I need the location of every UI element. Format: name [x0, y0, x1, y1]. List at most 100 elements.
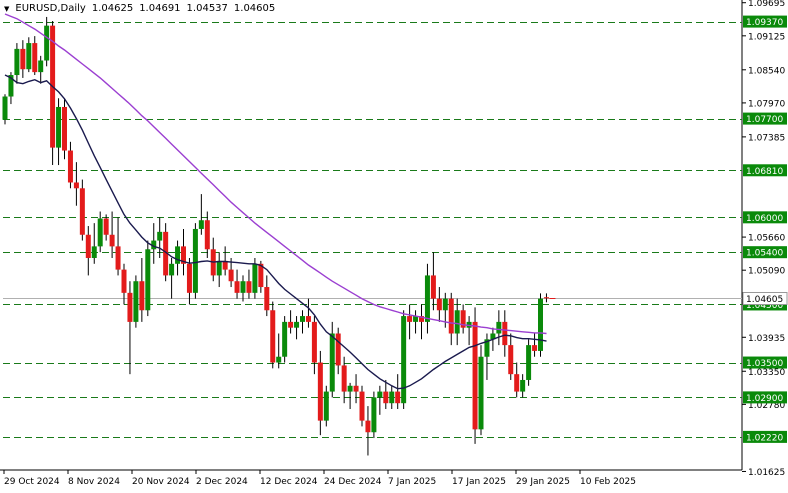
candle-body: [228, 269, 234, 282]
candle-body: [300, 316, 305, 322]
y-tick-label: 1.03350: [748, 368, 785, 378]
level-tag: [743, 246, 787, 259]
chart-title: ▼ EURUSD,Daily 1.04625 1.04691 1.04537 1…: [4, 3, 275, 14]
level-tag: [743, 15, 787, 28]
candle-body: [32, 43, 38, 73]
y-tick-label: 1.09695: [748, 0, 785, 9]
y-tick-label: 1.09125: [748, 32, 785, 42]
level-tag-label: 1.06000: [746, 214, 783, 224]
candle-body: [181, 246, 186, 264]
x-tick-label: 29 Jan 2025: [516, 477, 570, 487]
candle-body: [151, 240, 157, 250]
candle-body: [133, 281, 139, 322]
candle-body: [62, 106, 67, 151]
candle-body: [526, 345, 532, 380]
candle-body: [8, 75, 14, 97]
current-price-label: 1.04605: [746, 295, 783, 305]
candle-body: [157, 231, 163, 241]
candle-body: [139, 281, 145, 311]
x-tick-label: 24 Dec 2024: [324, 477, 382, 487]
level-tag: [743, 356, 787, 369]
candle-body: [365, 420, 371, 433]
x-tick-label: 12 Dec 2024: [260, 477, 318, 487]
candle-body: [79, 188, 85, 235]
level-tag-label: 1.09370: [746, 18, 783, 28]
candle-body: [424, 275, 430, 322]
candle-body: [311, 321, 317, 363]
level-tag: [743, 430, 787, 443]
candle-body: [508, 345, 514, 375]
candle-body: [436, 298, 442, 311]
y-tick-label: 1.07385: [748, 133, 785, 143]
candle-body: [67, 150, 73, 183]
level-tag-label: 1.07700: [746, 115, 783, 125]
level-tag: [743, 112, 787, 125]
candle-body: [103, 218, 109, 235]
candle-body: [270, 310, 276, 363]
candle-body: [389, 391, 395, 404]
ohlc-close: 1.04605: [233, 3, 276, 14]
candle-body: [14, 48, 20, 76]
candle-body: [305, 316, 311, 322]
level-tag-label: 1.05400: [746, 249, 783, 259]
candle-body: [97, 218, 103, 247]
candle-body: [383, 391, 389, 404]
candle-body: [317, 362, 323, 421]
candle-body: [407, 316, 413, 322]
level-tag: [743, 211, 787, 224]
candle-body: [538, 298, 543, 351]
y-tick-label: 1.02780: [748, 401, 785, 411]
ohlc-open: 1.04625: [91, 3, 134, 14]
candle-body: [186, 263, 192, 293]
x-tick-label: 20 Nov 2024: [132, 477, 190, 487]
candle-body: [216, 260, 222, 276]
candle-body: [335, 333, 341, 366]
candle-body: [163, 231, 169, 276]
x-tick-label: 29 Oct 2024: [4, 477, 60, 487]
candle-body: [430, 275, 436, 299]
candle-body: [377, 391, 383, 398]
candle-body: [127, 292, 133, 322]
y-tick-label: 1.01625: [748, 468, 785, 478]
candle-body: [109, 234, 115, 247]
level-tag-label: 1.02220: [746, 433, 783, 443]
level-tag-label: 1.03500: [746, 359, 783, 369]
candle-body: [532, 345, 538, 351]
dropdown-arrow-icon[interactable]: ▼: [4, 4, 10, 13]
candle-body: [401, 316, 407, 404]
candle-body: [20, 48, 26, 70]
level-tag-label: 1.06810: [746, 167, 783, 177]
ohlc-high: 1.04691: [139, 3, 181, 14]
candle-body: [282, 321, 288, 357]
candle-body: [91, 246, 97, 258]
y-tick-label: 1.03935: [748, 334, 785, 344]
ma-slow-line: [4, 13, 547, 335]
candle-body: [371, 397, 377, 433]
candle-body: [121, 269, 127, 293]
candle-body: [2, 96, 8, 120]
candle-body: [192, 228, 198, 293]
candle-body: [448, 298, 454, 334]
candle-body: [145, 249, 151, 311]
candle-body: [169, 263, 175, 276]
candle-body: [26, 43, 32, 70]
x-tick-label: 17 Jan 2025: [452, 477, 506, 487]
x-tick-label: 2 Dec 2024: [196, 477, 248, 487]
candle-body: [73, 182, 79, 189]
candle-body: [222, 260, 228, 270]
current-price-tag: [742, 292, 788, 305]
candle-body: [347, 385, 353, 392]
candle-body: [413, 316, 419, 322]
candle-body: [276, 356, 282, 363]
candle-body: [484, 339, 490, 357]
candle-body: [115, 246, 121, 270]
candle-body: [56, 106, 62, 148]
candle-body: [472, 321, 478, 430]
y-tick-label: 1.05660: [748, 234, 785, 244]
candle-body: [329, 333, 335, 392]
candle-body: [502, 321, 508, 346]
candle-body: [323, 391, 329, 421]
candle-body: [520, 379, 526, 392]
x-tick-label: 8 Nov 2024: [68, 477, 120, 487]
